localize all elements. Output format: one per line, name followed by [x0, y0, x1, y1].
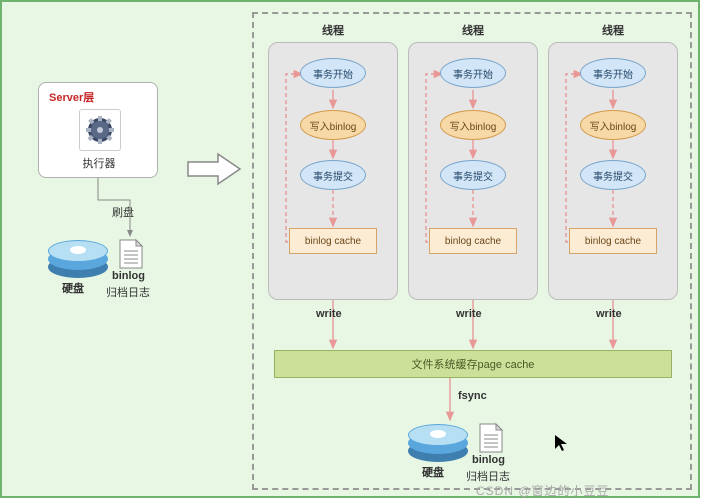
pagecache-label: 文件系统缓存page cache — [412, 356, 535, 372]
node-label: 事务提交 — [313, 168, 353, 183]
node-label: 事务开始 — [593, 66, 633, 81]
t3-cache: binlog cache — [569, 228, 657, 254]
node-label: 写入binlog — [310, 118, 357, 133]
t2-start: 事务开始 — [440, 58, 506, 88]
write-label-1: write — [316, 308, 342, 320]
write-label-2: write — [456, 308, 482, 320]
watermark: CSDN @窗边的小豆豆 — [476, 482, 610, 499]
executor-gear — [79, 109, 121, 151]
left-disk-label: 硬盘 — [62, 280, 84, 296]
fsync-label: fsync — [458, 390, 487, 402]
executor-label: 执行器 — [39, 155, 159, 171]
node-label: binlog cache — [445, 236, 501, 247]
t1-cache: binlog cache — [289, 228, 377, 254]
t3-start: 事务开始 — [580, 58, 646, 88]
t2-binlog: 写入binlog — [440, 110, 506, 140]
big-arrow-icon — [186, 152, 242, 186]
node-label: 事务开始 — [313, 66, 353, 81]
t3-commit: 事务提交 — [580, 160, 646, 190]
page-cache: 文件系统缓存page cache — [274, 350, 672, 378]
left-file-1: binlog — [112, 270, 145, 282]
node-label: 事务提交 — [593, 168, 633, 183]
t2-commit: 事务提交 — [440, 160, 506, 190]
diagram-canvas: Server层 执行器 刷盘 硬盘 — [0, 0, 700, 498]
t2-cache: binlog cache — [429, 228, 517, 254]
gear-icon — [85, 115, 115, 145]
t1-binlog: 写入binlog — [300, 110, 366, 140]
node-label: 写入binlog — [450, 118, 497, 133]
node-label: 事务开始 — [453, 66, 493, 81]
right-file-1: binlog — [472, 454, 505, 466]
node-label: 写入binlog — [590, 118, 637, 133]
t3-binlog: 写入binlog — [580, 110, 646, 140]
node-label: binlog cache — [305, 236, 361, 247]
server-title: Server层 — [49, 89, 94, 105]
right-disk-label: 硬盘 — [422, 464, 444, 480]
server-box: Server层 执行器 — [38, 82, 158, 178]
t1-commit: 事务提交 — [300, 160, 366, 190]
write-label-3: write — [596, 308, 622, 320]
thread-title-1: 线程 — [268, 22, 398, 38]
brush-label: 刷盘 — [112, 204, 134, 220]
node-label: binlog cache — [585, 236, 641, 247]
node-label: 事务提交 — [453, 168, 493, 183]
left-file-2: 归档日志 — [106, 284, 150, 300]
t1-start: 事务开始 — [300, 58, 366, 88]
thread-title-2: 线程 — [408, 22, 538, 38]
cursor-icon — [554, 434, 568, 455]
thread-title-3: 线程 — [548, 22, 678, 38]
